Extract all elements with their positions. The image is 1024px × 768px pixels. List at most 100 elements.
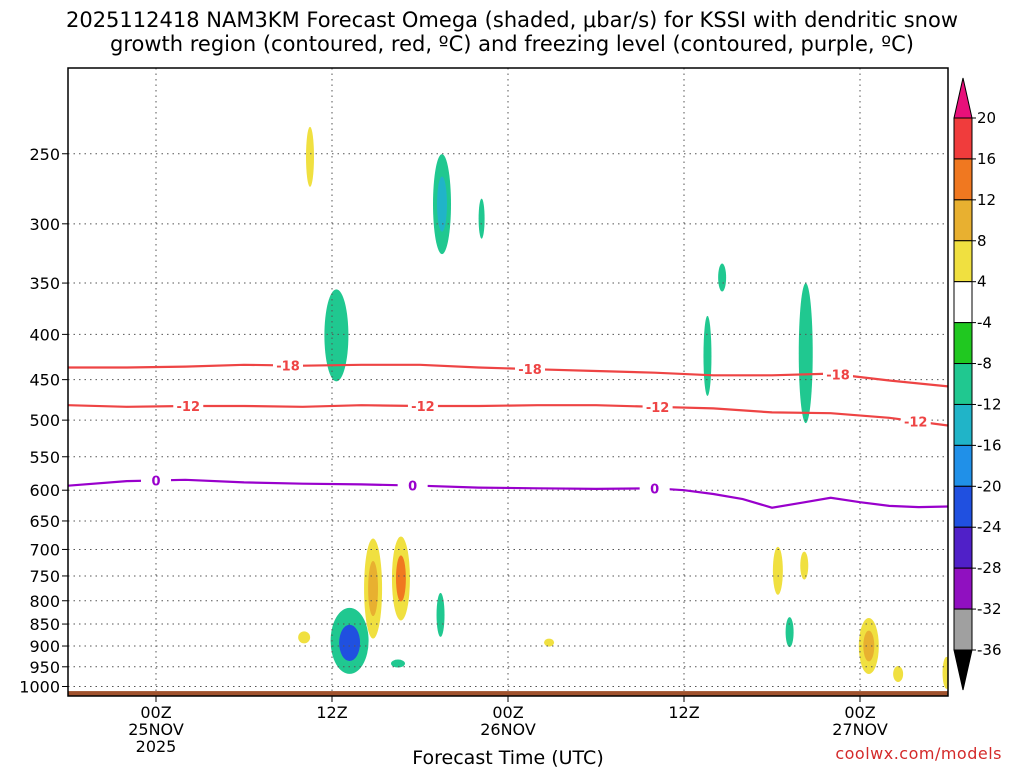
contour-label-bg bbox=[407, 398, 438, 414]
colorbar-top-triangle bbox=[953, 77, 973, 119]
omega-area-11 bbox=[391, 659, 405, 668]
contour-label-bg bbox=[823, 366, 853, 382]
y-tick-label-500: 500 bbox=[29, 411, 60, 430]
y-tick-label-650: 650 bbox=[29, 512, 60, 531]
omega-area-19 bbox=[298, 631, 311, 644]
contour-label-0: 0 bbox=[408, 480, 417, 495]
colorbar-box-0 bbox=[953, 117, 973, 160]
chart-title-line1: 2025112418 NAM3KM Forecast Omega (shaded… bbox=[65, 8, 959, 32]
omega-core-9 bbox=[339, 624, 361, 662]
y-tick-label-950: 950 bbox=[29, 658, 60, 677]
contour-label-bg bbox=[642, 398, 673, 414]
colorbar-box-11 bbox=[953, 567, 973, 610]
y-tick-label-850: 850 bbox=[29, 615, 60, 634]
contour-label--18: -18 bbox=[276, 360, 300, 375]
contour-label--18: -18 bbox=[826, 368, 850, 383]
omega-area-3 bbox=[478, 198, 485, 239]
omega-area-0 bbox=[306, 126, 314, 187]
contour-label-bg bbox=[515, 361, 545, 377]
omega-area-18 bbox=[544, 638, 555, 647]
contour-label--18: -18 bbox=[518, 363, 542, 378]
contour-label--12: -12 bbox=[177, 400, 201, 415]
colorbar-label--16: -16 bbox=[977, 436, 1002, 454]
contour-line--18 bbox=[68, 363, 948, 388]
omega-area-6 bbox=[798, 283, 813, 424]
y-tick-label-900: 900 bbox=[29, 637, 60, 656]
x-tick-label: 12Z bbox=[316, 703, 347, 722]
contour-label-bg bbox=[397, 477, 428, 493]
colorbar-label--24: -24 bbox=[977, 518, 1002, 536]
y-tick-label-400: 400 bbox=[29, 325, 60, 344]
colorbar-box-2 bbox=[953, 199, 973, 242]
colorbar-label--28: -28 bbox=[977, 559, 1002, 577]
omega-area-14 bbox=[785, 617, 794, 648]
contour-line-0 bbox=[68, 478, 948, 509]
omega-core-15 bbox=[863, 630, 875, 662]
colorbar-box-9 bbox=[953, 485, 973, 528]
colorbar-label-8: 8 bbox=[977, 232, 987, 250]
y-tick-label-800: 800 bbox=[29, 592, 60, 611]
colorbar-bottom-triangle bbox=[953, 649, 973, 691]
terrain-band bbox=[68, 691, 948, 696]
y-tick-label-300: 300 bbox=[29, 215, 60, 234]
x-tick-label: 26NOV bbox=[480, 720, 536, 739]
colorbar-label-4: 4 bbox=[977, 273, 987, 291]
x-tick-label: 00Z bbox=[492, 703, 523, 722]
y-tick-label-700: 700 bbox=[29, 540, 60, 559]
colorbar-label-12: 12 bbox=[977, 191, 996, 209]
colorbar-box-7 bbox=[953, 403, 973, 446]
y-tick-label-450: 450 bbox=[29, 371, 60, 390]
contour-label-0: 0 bbox=[151, 474, 160, 489]
omega-core-8 bbox=[395, 555, 406, 602]
omega-area-5 bbox=[718, 263, 727, 292]
colorbar-box-1 bbox=[953, 158, 973, 201]
x-tick-label: 00Z bbox=[844, 703, 875, 722]
omega-core-7 bbox=[368, 561, 379, 617]
credit-text: coolwx.com/models bbox=[835, 744, 1002, 763]
colorbar-box-10 bbox=[953, 526, 973, 569]
contour-label--12: -12 bbox=[646, 401, 670, 416]
contour-label--12: -12 bbox=[904, 415, 928, 430]
omega-area-10 bbox=[436, 592, 445, 637]
contour-label-bg bbox=[900, 413, 931, 429]
contour-label-0: 0 bbox=[650, 482, 659, 497]
colorbar-label--12: -12 bbox=[977, 395, 1002, 413]
colorbar-box-3 bbox=[953, 240, 973, 283]
omega-core-2 bbox=[437, 176, 447, 232]
chart-title-line2: growth region (contoured, red, ºC) and f… bbox=[110, 32, 914, 56]
omega-area-13 bbox=[800, 551, 809, 580]
y-tick-label-350: 350 bbox=[29, 274, 60, 293]
x-tick-label: 00Z bbox=[140, 703, 171, 722]
x-axis-title: Forecast Time (UTC) bbox=[412, 747, 603, 768]
colorbar-label--4: -4 bbox=[977, 314, 992, 332]
contour-label--12: -12 bbox=[411, 400, 435, 415]
colorbar-label--32: -32 bbox=[977, 600, 1002, 618]
contour-label-bg bbox=[639, 480, 670, 496]
colorbar-box-8 bbox=[953, 444, 973, 487]
y-tick-label-250: 250 bbox=[29, 145, 60, 164]
colorbar-label-20: 20 bbox=[977, 109, 996, 127]
colorbar-box-12 bbox=[953, 608, 973, 651]
contour-line--12 bbox=[68, 404, 948, 427]
omega-area-1 bbox=[324, 289, 349, 382]
colorbar-box-5 bbox=[953, 322, 973, 365]
y-tick-label-750: 750 bbox=[29, 567, 60, 586]
colorbar-label--8: -8 bbox=[977, 355, 992, 373]
contour-label-bg bbox=[141, 472, 171, 488]
colorbar-label-16: 16 bbox=[977, 150, 996, 168]
omega-area-12 bbox=[772, 546, 783, 595]
colorbar-box-4 bbox=[953, 281, 973, 324]
contour-label-bg bbox=[173, 398, 204, 414]
contour-label-bg bbox=[273, 357, 303, 373]
x-tick-label: 2025 bbox=[136, 737, 177, 756]
y-tick-label-1000: 1000 bbox=[19, 678, 60, 697]
colorbar-label--20: -20 bbox=[977, 477, 1002, 495]
colorbar-label--36: -36 bbox=[977, 641, 1002, 659]
plot-area: -18 -18 -18 -12 -12 -12 -12 0 0 0 bbox=[68, 68, 948, 696]
x-tick-label: 25NOV bbox=[128, 720, 184, 739]
x-tick-label: 27NOV bbox=[832, 720, 888, 739]
omega-area-4 bbox=[703, 315, 712, 396]
y-tick-label-550: 550 bbox=[29, 448, 60, 467]
omega-area-17 bbox=[942, 656, 948, 689]
